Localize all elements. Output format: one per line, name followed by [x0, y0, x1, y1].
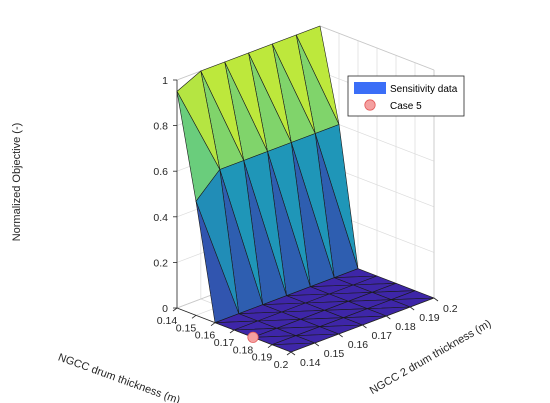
box-edge: [319, 25, 435, 71]
y-tick-mark: [362, 324, 367, 329]
x-tick-label: 0.19: [252, 352, 273, 364]
x-tick-label: 0.17: [214, 337, 235, 349]
x-tick-mark: [191, 315, 197, 319]
y-tick-label: 0.18: [395, 321, 416, 333]
z-tick-label: 0: [162, 303, 168, 315]
x-tick-label: 0.18: [233, 344, 254, 356]
z-tick-label: 0.2: [153, 257, 168, 269]
x-tick-mark: [286, 351, 292, 356]
y-tick-mark: [409, 306, 415, 311]
z-tick-label: 1: [162, 75, 168, 87]
x-tick-label: 0.2: [274, 359, 289, 371]
legend-swatch-sensitivity-data: [354, 82, 386, 94]
legend-label-case-5: Case 5: [390, 101, 422, 112]
x-tick-mark: [229, 329, 235, 334]
y-tick-mark: [314, 342, 320, 347]
legend: Sensitivity data Case 5: [347, 75, 465, 117]
x-tick-mark: [210, 322, 216, 326]
z-tick-label: 0.8: [153, 121, 168, 133]
z-tick-label: 0.4: [153, 212, 168, 224]
z-axis-label: Normalized Objective (-): [11, 123, 23, 242]
marker-layer: [247, 331, 259, 343]
case-5-marker: [247, 331, 259, 343]
x-tick-mark: [267, 344, 273, 348]
y-tick-mark: [386, 315, 391, 320]
x-tick-mark: [172, 307, 178, 312]
y-tick-label: 0.19: [419, 312, 440, 324]
y-tick-mark: [433, 297, 439, 302]
y-tick-mark: [338, 333, 343, 338]
axis-layer: 0.140.150.160.170.180.190.2 0.140.150.160…: [153, 75, 457, 371]
y-tick-label: 0.15: [324, 348, 345, 360]
surface-layer: [176, 25, 435, 353]
x-tick-label: 0.16: [195, 330, 216, 342]
y-tick-label: 0.16: [348, 339, 369, 351]
y-tick-label: 0.14: [300, 357, 321, 369]
y-tick-mark: [290, 351, 296, 356]
legend-marker-case-5: [364, 99, 376, 111]
x-tick-label: 0.14: [157, 315, 178, 327]
legend-label-sensitivity-data: Sensitivity data: [390, 84, 458, 95]
x-axis-label: NGCC drum thickness (m): [56, 351, 181, 403]
y-tick-label: 0.17: [372, 330, 393, 342]
x-tick-label: 0.15: [176, 322, 197, 334]
z-tick-label: 0.6: [153, 166, 168, 178]
y-tick-label: 0.2: [443, 303, 458, 315]
